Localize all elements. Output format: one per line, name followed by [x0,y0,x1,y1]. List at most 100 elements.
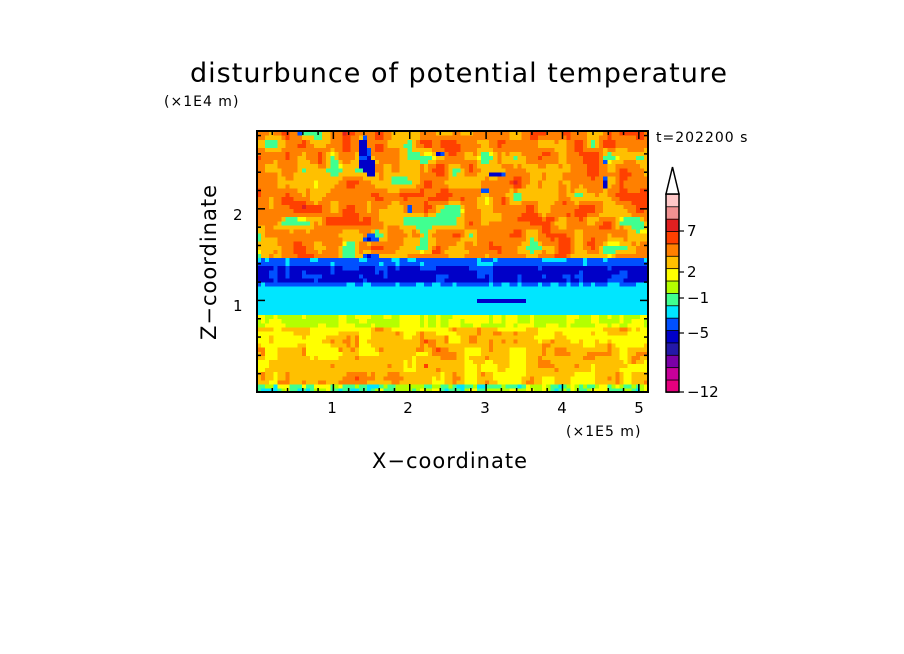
field-cell [415,224,421,230]
field-cell [342,277,348,283]
field-cell [521,343,527,348]
field-cell [314,261,319,267]
field-cell [334,208,340,214]
field-cell [366,334,372,340]
field-cell [485,261,490,267]
field-cell [428,208,433,214]
field-cell [448,367,454,373]
field-cell [542,224,547,230]
field-cell [261,302,266,307]
field-cell [493,355,498,360]
field-cell [485,151,490,157]
field-cell [464,131,470,136]
field-cell [342,184,348,189]
field-cell [297,294,303,299]
field-cell [432,257,437,263]
field-cell [289,155,295,161]
field-cell [505,273,511,279]
field-cell [505,204,511,210]
field-cell [261,135,266,140]
field-cell [293,228,299,234]
field-cell [362,184,368,189]
field-cell [529,330,535,336]
field-cell [366,294,372,299]
field-cell [350,216,356,222]
field-cell [350,318,356,324]
field-cell [375,167,380,173]
field-cell [411,375,417,381]
field-cell [440,261,445,267]
field-cell [423,208,429,214]
field-cell [456,379,462,385]
field-cell [497,318,502,324]
field-cell [481,188,486,193]
field-cell [350,208,356,214]
field-cell [350,387,356,393]
field-cell [521,302,527,307]
field-cell [399,208,405,214]
field-cell [281,330,287,336]
field-cell [314,347,319,352]
field-cell [468,179,474,185]
field-cell [403,167,409,173]
field-cell [371,330,376,336]
field-cell [497,163,502,169]
field-cell [407,338,413,344]
field-cell [387,285,392,291]
field-cell [387,155,392,161]
field-cell [285,273,291,279]
field-cell [407,306,413,312]
field-cell [521,367,527,373]
field-cell [513,179,519,185]
field-cell [468,232,474,238]
field-cell [358,232,364,238]
field-cell [542,167,547,173]
field-cell [472,379,478,385]
field-cell [436,367,441,373]
field-cell [375,269,380,275]
field-cell [493,375,498,381]
field-cell [289,220,295,226]
field-cell [497,310,502,316]
field-cell [407,212,413,218]
field-cell [305,371,311,377]
field-cell [411,326,417,332]
field-cell [289,359,295,365]
field-cell [489,257,494,263]
field-cell [399,343,405,348]
field-cell [493,343,498,348]
field-cell [297,232,303,238]
field-cell [261,351,266,356]
field-cell [338,285,344,291]
field-cell [285,167,291,173]
field-cell [342,245,348,250]
field-cell [330,220,335,226]
field-cell [318,179,323,185]
field-cell [501,290,507,295]
field-cell [513,306,519,312]
field-cell [533,167,539,173]
field-cell [517,245,523,250]
field-cell [481,334,486,340]
field-cell [481,306,486,312]
field-cell [501,355,507,360]
field-cell [265,375,270,381]
field-cell [395,375,401,381]
field-cell [521,371,527,377]
field-cell [330,367,335,373]
field-cell [289,281,295,287]
field-cell [525,359,531,365]
field-cell [485,277,490,283]
field-cell [338,237,344,242]
field-cell [501,188,507,193]
field-cell [423,318,429,324]
field-cell [334,290,340,295]
field-cell [383,298,388,303]
field-cell [481,359,486,365]
field-cell [354,273,360,279]
field-cell [460,306,466,312]
field-cell [322,326,327,332]
field-cell [411,212,417,218]
field-cell [305,347,311,352]
field-cell [366,379,372,385]
